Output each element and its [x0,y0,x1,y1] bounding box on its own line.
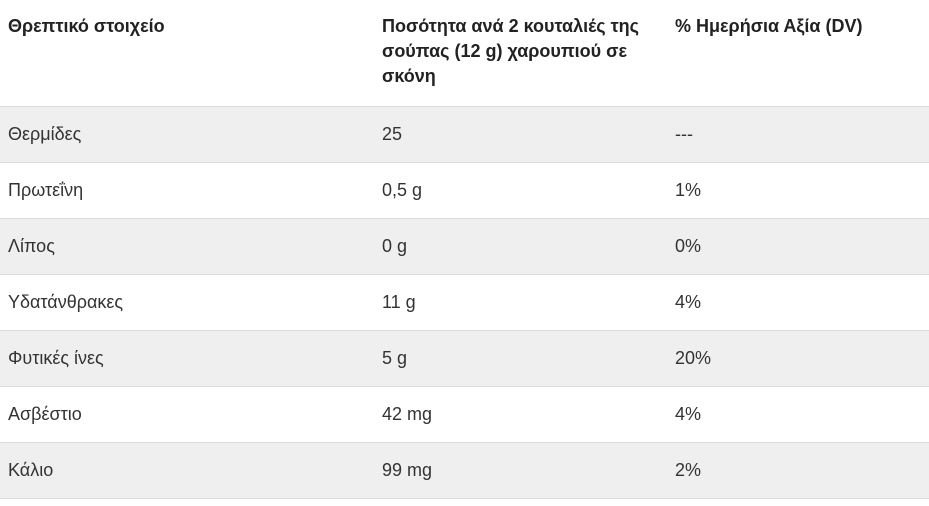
nutrient-amount: 11 g [382,291,416,312]
header-nutrient: Θρεπτικό στοιχείο [8,16,165,36]
table-row: Ασβέστιο 42 mg 4% [0,386,929,442]
nutrient-amount: 42 mg [382,403,433,424]
nutrient-name: Υδατάνθρακες [8,291,124,312]
header-quantity: Ποσότητα ανά 2 κουταλιές της σούπας (12 … [382,16,639,86]
nutrient-daily-value: 0% [675,235,702,256]
nutrient-name: Θερμίδες [8,123,82,144]
nutrient-daily-value: --- [675,123,693,144]
nutrient-daily-value: 2% [675,459,702,480]
nutrient-name: Φυτικές ίνες [8,347,104,368]
nutrient-amount: 99 mg [382,459,433,480]
nutrient-amount: 0,5 g [382,179,423,200]
nutrient-daily-value: 1% [675,179,702,200]
table-row: Θερμίδες 25 --- [0,106,929,162]
nutrient-name: Ασβέστιο [8,403,82,424]
table-row: Λίπος 0 g 0% [0,218,929,274]
table-row: Φυτικές ίνες 5 g 20% [0,330,929,386]
table-header-row: Θρεπτικό στοιχείο Ποσότητα ανά 2 κουταλι… [0,0,929,106]
nutrient-daily-value: 4% [675,403,702,424]
header-daily-value: % Ημερήσια Αξία (DV) [675,16,863,36]
table-row: Κάλιο 99 mg 2% [0,442,929,498]
nutrient-amount: 5 g [382,347,408,368]
nutrient-amount: 0 g [382,235,408,256]
table-row: Υδατάνθρακες 11 g 4% [0,274,929,330]
nutrient-daily-value: 4% [675,291,702,312]
nutrient-name: Πρωτεΐνη [8,179,84,200]
nutrient-daily-value: 20% [675,347,712,368]
table-row: Πρωτεΐνη 0,5 g 1% [0,162,929,218]
nutrient-name: Κάλιο [8,459,54,480]
nutrient-name: Λίπος [8,235,55,256]
nutrient-amount: 25 [382,123,403,144]
